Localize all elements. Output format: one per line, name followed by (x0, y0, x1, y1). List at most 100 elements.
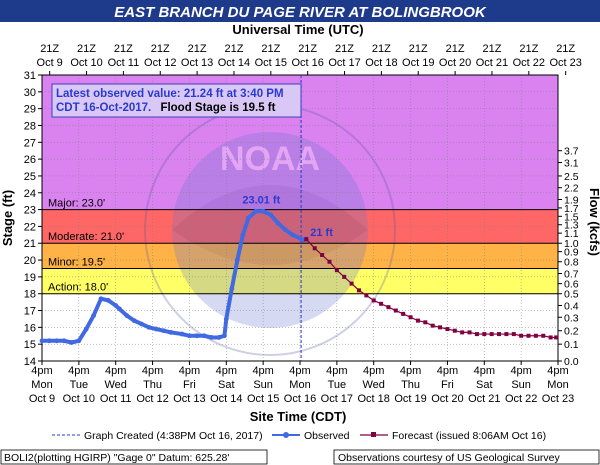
observed-point (260, 208, 266, 214)
x-top-tick-label-time: 21Z (114, 43, 133, 55)
x-tick-label-date: Oct 18 (358, 393, 390, 405)
x-tick-label-day: Tue (328, 379, 347, 391)
x-tick-label-time: 4pm (326, 365, 347, 377)
x-tick-label-day: Tue (70, 379, 89, 391)
forecast-point (511, 332, 516, 337)
axes: 14 15 16 17 18 19 20 21 22 23 24 25 26 27 28 29 30 31 0.0 0… (24, 43, 582, 405)
observed-point (179, 331, 185, 337)
flow-tick-label: 3.7 (564, 146, 579, 158)
x-top-tick-label-date: Oct 15 (255, 57, 287, 69)
observed-point (153, 326, 159, 332)
flow-tick-label: 0.9 (564, 247, 579, 259)
x-tick-label-day: Mon (547, 379, 568, 391)
flow-tick-label: 2.5 (564, 171, 579, 183)
x-tick-label-day: Fri (183, 379, 196, 391)
peak-annotation: 23.01 ft (242, 194, 280, 206)
category-label: Moderate: 21.0' (48, 231, 124, 243)
x-top-tick-label-date: Oct 12 (144, 57, 176, 69)
observed-point (83, 326, 89, 332)
x-tick-label-time: 4pm (105, 365, 126, 377)
category-label: Action: 18.0' (48, 282, 108, 294)
flow-tick-label: 0.3 (564, 312, 579, 324)
forecast-point (371, 298, 376, 303)
flood-stage-text: Flood Stage is 19.5 ft (160, 102, 275, 114)
x-tick-label-time: 4pm (289, 365, 310, 377)
x-top-tick-label-date: Oct 11 (108, 57, 140, 69)
x-top-tick-label-time: 21Z (409, 43, 428, 55)
flow-tick-label: 1.9 (564, 194, 579, 206)
forecast-point (408, 315, 413, 320)
forecast-point (327, 259, 332, 264)
forecast-point (415, 318, 420, 323)
x-top-tick-label-date: Oct 18 (365, 57, 397, 69)
legend: Graph Created (4:38PM Oct 16, 2017) Obse… (52, 430, 546, 442)
x-top-tick-label-date: Oct 10 (70, 57, 102, 69)
footer-datum: BOLI2(plotting HGIRP) "Gage 0" Datum: 62… (4, 452, 229, 464)
flow-tick-label: 0.1 (564, 339, 579, 351)
x-tick-label-date: Oct 9 (29, 393, 55, 405)
x-tick-label-time: 4pm (68, 365, 89, 377)
y-tick-label: 19 (24, 272, 36, 284)
x-top-tick-label-time: 21Z (556, 43, 575, 55)
x-top-tick-label-time: 21Z (482, 43, 501, 55)
y-tick-label: 24 (24, 188, 36, 200)
x-top-tick-label-time: 21Z (261, 43, 280, 55)
legend-created: Graph Created (4:38PM Oct 16, 2017) (84, 430, 263, 442)
forecast-point (519, 333, 524, 338)
observed-point (282, 227, 288, 233)
observed-point (253, 208, 259, 214)
forecast-point (356, 288, 361, 293)
x-tick-label-date: Oct 13 (173, 393, 205, 405)
x-tick-label-day: Wed (363, 379, 385, 391)
x-top-tick-label-time: 21Z (77, 43, 96, 55)
x-tick-label-time: 4pm (474, 365, 495, 377)
x-tick-label-date: Oct 11 (100, 393, 132, 405)
x-tick-label-day: Wed (105, 379, 127, 391)
x-top-tick-label-date: Oct 17 (328, 57, 360, 69)
observed-point (113, 303, 119, 308)
flow-tick-label: 2.2 (564, 183, 579, 195)
forecast-point (504, 332, 509, 337)
y-tick-label: 22 (24, 221, 36, 233)
x-top-tick-label-date: Oct 16 (291, 57, 323, 69)
forecast-point (533, 333, 538, 338)
x-tick-label-time: 4pm (216, 365, 237, 377)
observed-point (91, 313, 96, 318)
flow-tick-label: 0.7 (564, 269, 579, 281)
observed-point (98, 296, 104, 302)
top-axis-title: Universal Time (UTC) (232, 22, 363, 37)
x-top-tick-label-time: 21Z (446, 43, 465, 55)
flow-tick-label: 1.5 (564, 211, 579, 223)
observed-point (290, 232, 296, 238)
forecast-point (379, 301, 384, 306)
x-tick-label-day: Thu (401, 379, 420, 391)
x-top-tick-label-date: Oct 19 (402, 57, 434, 69)
x-tick-label-day: Sun (253, 379, 273, 391)
y-tick-label: 21 (24, 238, 36, 250)
y-tick-label: 29 (24, 104, 36, 116)
observed-point (201, 333, 207, 339)
x-top-tick-label-time: 21Z (298, 43, 317, 55)
observed-point (229, 286, 235, 292)
latest-value-line2-prefix: CDT 16-Oct-2017. (56, 102, 151, 114)
x-tick-label-time: 4pm (31, 365, 52, 377)
forecast-point (489, 332, 494, 337)
x-tick-label-date: Oct 10 (63, 393, 95, 405)
x-tick-label-time: 4pm (179, 365, 200, 377)
y-tick-label: 25 (24, 171, 36, 183)
y-tick-label: 20 (24, 255, 36, 267)
legend-forecast: Forecast (issued 8:06AM Oct 16) (392, 430, 546, 442)
observed-point (46, 338, 52, 344)
title-bar (0, 0, 600, 22)
forecast-point (334, 268, 339, 273)
footer-credit: Observations courtesy of US Geological S… (338, 452, 561, 464)
x-top-tick-label-date: Oct 22 (513, 57, 545, 69)
flood-category-labels: Major: 23.0' Moderate: 21.0' Minor: 19.5' A… (48, 198, 124, 294)
forecast-point (460, 330, 465, 335)
y-tick-label: 26 (24, 154, 36, 166)
x-tick-label-day: Mon (289, 379, 310, 391)
x-top-tick-label-date: Oct 20 (439, 57, 471, 69)
observed-point (54, 338, 60, 344)
forecast-point (364, 293, 369, 298)
y-tick-label: 23 (24, 205, 36, 217)
